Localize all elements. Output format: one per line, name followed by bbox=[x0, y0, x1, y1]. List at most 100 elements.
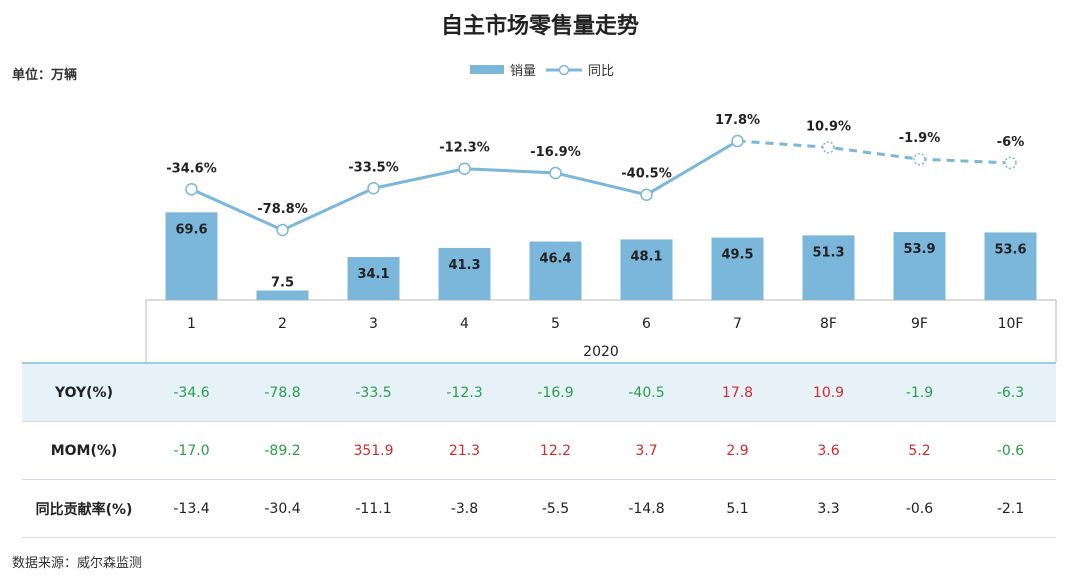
table-cell: 3.7 bbox=[635, 442, 658, 459]
yoy-point-7 bbox=[731, 134, 744, 148]
table-cell: 5.2 bbox=[908, 442, 931, 459]
table-cell: 10.9 bbox=[812, 384, 845, 401]
bar-label-6: 48.1 bbox=[630, 249, 662, 264]
bar-9F bbox=[893, 232, 946, 300]
table-row-label: 同比贡献率(%) bbox=[35, 501, 133, 518]
table-row: YOY(%) -34.6 -78.8 -33.5 -12.3 -16.9 -40.5 17.8… bbox=[22, 363, 1056, 422]
legend-label-yoy: 同比 bbox=[588, 64, 615, 79]
bar-label-9F: 53.9 bbox=[903, 242, 935, 257]
table-cell: 3.6 bbox=[817, 442, 840, 459]
table-cell: -12.3 bbox=[446, 384, 483, 401]
tick-label-4: 4 bbox=[460, 316, 469, 332]
table-row-label: MOM(%) bbox=[50, 442, 118, 459]
bar-1 bbox=[165, 212, 218, 300]
tick-label-9F: 9F bbox=[911, 316, 928, 332]
table-cell: -0.6 bbox=[905, 500, 934, 517]
table-row-label: YOY(%) bbox=[54, 384, 113, 401]
bar-label-8F: 51.3 bbox=[812, 245, 844, 260]
bar-label-7: 49.5 bbox=[721, 248, 753, 263]
table-cell: -1.9 bbox=[905, 384, 934, 401]
tick-label-2: 2 bbox=[278, 316, 287, 332]
table-cell: -5.5 bbox=[541, 500, 570, 517]
table-cell: -3.8 bbox=[450, 500, 479, 517]
bar-label-4: 41.3 bbox=[448, 258, 480, 273]
table-cell: -33.5 bbox=[355, 384, 392, 401]
unit-label: 单位：万辆 bbox=[12, 68, 78, 83]
yoy-point-6 bbox=[640, 188, 653, 201]
yoy-point-8F bbox=[822, 141, 835, 154]
bar-label-2: 7.5 bbox=[271, 276, 294, 291]
yoy-point-10F bbox=[1004, 156, 1017, 170]
bar-2 bbox=[256, 290, 309, 300]
yoy-line-forecast bbox=[737, 139, 1011, 165]
yoy-label-6: -40.5% bbox=[621, 167, 672, 182]
yoy-point-4 bbox=[458, 162, 471, 175]
yoy-label-1: -34.6% bbox=[166, 161, 217, 176]
tick-label-3: 3 bbox=[369, 316, 378, 332]
yoy-point-3 bbox=[367, 182, 380, 195]
legend-item-yoy: 同比 bbox=[546, 60, 614, 79]
tick-label-6: 6 bbox=[642, 316, 651, 332]
table-cell: 17.8 bbox=[721, 384, 754, 401]
legend: 销量 同比 bbox=[470, 60, 614, 79]
table-cell: -17.0 bbox=[173, 442, 210, 459]
bar-label-10F: 53.6 bbox=[994, 242, 1026, 257]
table-cell: -13.4 bbox=[173, 500, 210, 517]
table-cell: -6.3 bbox=[996, 384, 1025, 401]
table-row: 同比贡献率(%) -13.4 -30.4 -11.1 -3.8 -5.5 -14.8 5.1 3… bbox=[22, 480, 1056, 538]
table-cell: -89.2 bbox=[264, 442, 301, 459]
bar-3 bbox=[347, 257, 400, 300]
bar-6 bbox=[620, 239, 673, 300]
bar-10F bbox=[984, 232, 1037, 300]
yoy-label-7: 17.8% bbox=[715, 113, 760, 128]
table-cell: -2.1 bbox=[996, 500, 1025, 517]
bar-4 bbox=[438, 247, 491, 300]
chart-title: 自主市场零售量走势 bbox=[440, 14, 639, 39]
legend-label-sales: 销量 bbox=[510, 64, 537, 79]
bar-7 bbox=[711, 237, 764, 300]
bar-label-3: 34.1 bbox=[357, 267, 389, 282]
yoy-point-2 bbox=[276, 223, 289, 237]
source-note: 数据来源：威尔森监测 bbox=[12, 556, 143, 571]
table-cell: 5.1 bbox=[726, 500, 749, 517]
table-row: MOM(%) -17.0 -89.2 351.9 21.3 12.2 3.7 2.9 3.6 5.… bbox=[22, 422, 1056, 480]
bar-label-1: 69.6 bbox=[175, 222, 207, 237]
yoy-point-1 bbox=[185, 183, 198, 196]
tick-label-10F: 10F bbox=[998, 316, 1024, 332]
table-cell: 351.9 bbox=[353, 442, 394, 459]
table-cell: 3.3 bbox=[817, 500, 840, 517]
legend-item-sales: 销量 bbox=[470, 60, 536, 79]
legend-line-swatch bbox=[546, 64, 583, 75]
yoy-label-3: -33.5% bbox=[348, 160, 399, 175]
table-cell: 21.3 bbox=[448, 442, 481, 459]
bar-label-5: 46.4 bbox=[539, 252, 571, 267]
yoy-point-5 bbox=[549, 166, 562, 180]
table-cell: -34.6 bbox=[173, 384, 210, 401]
table-cell: -0.6 bbox=[996, 442, 1025, 459]
yoy-label-4: -12.3% bbox=[439, 141, 490, 156]
tick-label-1: 1 bbox=[187, 316, 196, 332]
tick-label-5: 5 bbox=[551, 316, 560, 332]
year-label: 2020 bbox=[583, 344, 619, 360]
legend-bar-swatch bbox=[470, 65, 504, 74]
bar-8F bbox=[802, 235, 855, 300]
table-cell: -40.5 bbox=[628, 384, 665, 401]
table-cell: -78.8 bbox=[264, 384, 301, 401]
table-cell: -30.4 bbox=[264, 500, 301, 517]
data-table: YOY(%) -34.6 -78.8 -33.5 -12.3 -16.9 -40.5 17.8… bbox=[22, 362, 1056, 538]
tick-label-7: 7 bbox=[733, 316, 742, 332]
yoy-label-2: -78.8% bbox=[257, 202, 308, 217]
bar-5 bbox=[529, 241, 582, 300]
yoy-label-10F: -6% bbox=[997, 135, 1024, 150]
table-cell: -11.1 bbox=[355, 500, 392, 517]
table-cell: 2.9 bbox=[726, 442, 749, 459]
table-cell: -14.8 bbox=[628, 500, 665, 517]
tick-label-8F: 8F bbox=[820, 316, 837, 332]
yoy-label-5: -16.9% bbox=[530, 145, 581, 160]
yoy-point-9F bbox=[913, 152, 926, 166]
yoy-label-9F: -1.9% bbox=[899, 131, 940, 146]
yoy-label-8F: 10.9% bbox=[806, 119, 851, 134]
table-cell: 12.2 bbox=[539, 442, 572, 459]
table-cell: -16.9 bbox=[537, 384, 574, 401]
